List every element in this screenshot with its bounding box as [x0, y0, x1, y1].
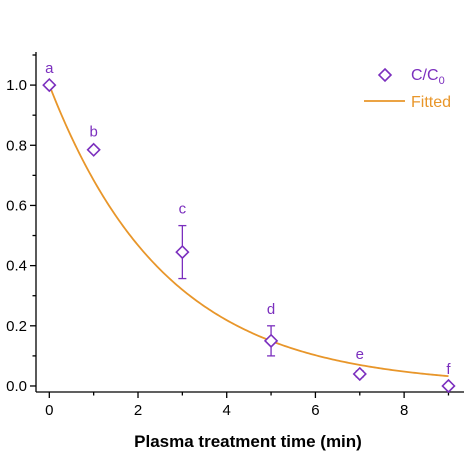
legend-marker-diamond: [377, 67, 393, 83]
x-tick-label: 2: [134, 402, 142, 419]
fitted-curve-group: [48, 84, 449, 378]
point-labels: a b c d e f: [45, 60, 451, 378]
data-points: [42, 77, 456, 394]
fitted-curve: [48, 84, 449, 378]
y-tick-label: 0.6: [6, 197, 27, 214]
legend-label-subscript: 0: [439, 75, 445, 87]
point-label: a: [45, 60, 54, 77]
data-point: [352, 366, 367, 382]
y-tick-label: 0.8: [6, 137, 27, 154]
y-tick-label: 0.4: [6, 258, 27, 275]
data-point: [86, 142, 101, 157]
y-tick-label: 1.0: [6, 77, 27, 94]
x-tick-label: 0: [45, 402, 53, 419]
point-label: d: [267, 301, 275, 318]
data-point: [175, 244, 190, 260]
x-tick-label: 8: [400, 402, 408, 419]
point-label: e: [356, 346, 364, 363]
y-tick-label: 0.0: [6, 378, 27, 395]
x-tick-label: 4: [223, 402, 231, 419]
legend-label-series: C/C0: [411, 67, 445, 87]
point-label: b: [89, 123, 97, 140]
data-point: [263, 333, 279, 348]
data-point: [42, 77, 57, 93]
point-label: f: [446, 361, 451, 378]
legend-label-fitted: Fitted: [411, 94, 451, 111]
x-tick-label: 6: [311, 402, 319, 419]
data-point: [441, 378, 456, 394]
legend: C/C0 Fitted: [364, 67, 451, 111]
axes: 0 2 4 6 8 0.0 0.2 0.4 0.6 0.8 1.0: [6, 52, 464, 419]
x-axis-label: Plasma treatment time (min): [134, 432, 362, 451]
error-bars: [89, 147, 364, 378]
y-tick-label: 0.2: [6, 318, 27, 335]
legend-label-main: C/C: [411, 67, 439, 84]
point-label: c: [179, 201, 187, 218]
